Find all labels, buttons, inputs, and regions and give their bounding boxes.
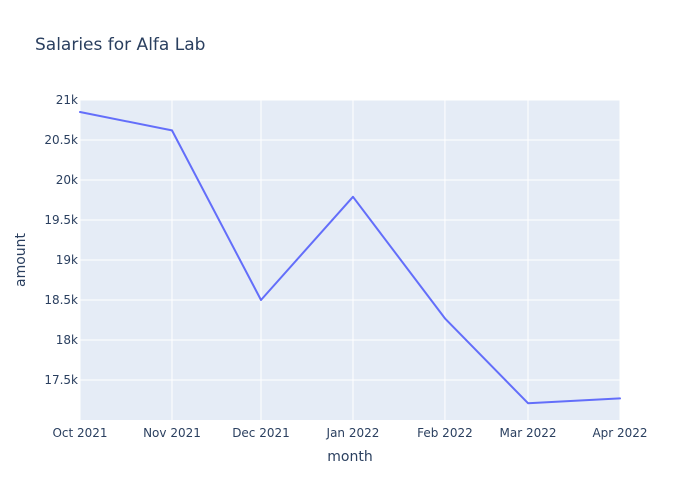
y-tick-label: 20k bbox=[56, 173, 78, 187]
x-tick-label: Nov 2021 bbox=[143, 426, 201, 440]
x-tick-label: Dec 2021 bbox=[232, 426, 290, 440]
y-tick-labels: 17.5k 18k 18.5k 19k 19.5k 20k 20.5k 21k bbox=[44, 93, 78, 387]
series-line bbox=[79, 111, 621, 405]
chart-title: Salaries for Alfa Lab bbox=[35, 35, 205, 55]
y-tick-label: 17.5k bbox=[44, 373, 78, 387]
y-tick-label: 19.5k bbox=[44, 213, 78, 227]
y-tick-label: 18.5k bbox=[44, 293, 78, 307]
x-tick-label: Oct 2021 bbox=[52, 426, 107, 440]
x-tick-label: Apr 2022 bbox=[592, 426, 647, 440]
y-tick-label: 19k bbox=[56, 253, 78, 267]
x-axis-title: month bbox=[327, 449, 372, 465]
series-layer bbox=[79, 111, 621, 405]
x-tick-label: Jan 2022 bbox=[326, 426, 380, 440]
x-tick-labels: Oct 2021 Nov 2021 Dec 2021 Jan 2022 Feb 2022… bbox=[52, 426, 647, 440]
y-tick-label: 21k bbox=[56, 93, 78, 107]
y-gridlines bbox=[80, 99, 620, 381]
y-tick-label: 18k bbox=[56, 333, 78, 347]
y-tick-label: 20.5k bbox=[44, 133, 78, 147]
x-tick-label: Feb 2022 bbox=[417, 426, 473, 440]
y-axis-title: amount bbox=[13, 232, 29, 287]
x-tick-label: Mar 2022 bbox=[500, 426, 557, 440]
